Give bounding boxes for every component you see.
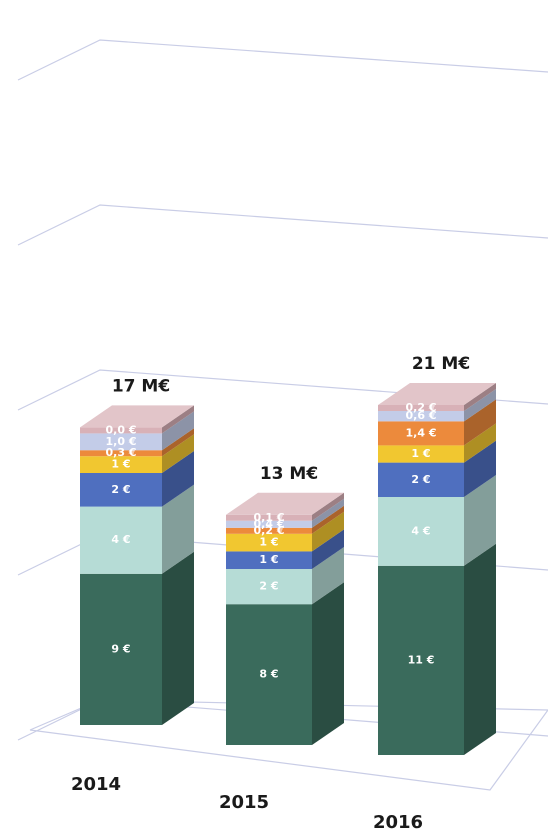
bar-2016-segment-0 (378, 565, 464, 755)
bar-2015-segment-4-label: 0,2 € (254, 524, 285, 537)
bar-2014-segment-4-side (162, 428, 194, 457)
bar-2016-segment-1 (378, 497, 464, 566)
bar-2016-segment-4-side (464, 399, 496, 446)
bar-2015-segment-6-label: 0,1 € (254, 511, 285, 524)
bar-2014-segment-3 (80, 456, 162, 473)
bar-2014-segment-4 (80, 450, 162, 457)
bar-2015-segment-2 (226, 551, 312, 569)
bar-2016-segment-6-label: 0,2 € (406, 401, 437, 414)
bar-2014-segment-2-label: 2 € (111, 483, 130, 496)
bar-2016-segment-6-side (464, 383, 496, 411)
bar-2014-segment-2-side (162, 451, 194, 507)
bar-2015-segment-3 (226, 533, 312, 552)
bar-2014-total-label: 17 M€ (112, 376, 170, 396)
x-tick-2015: 2015 (219, 792, 269, 813)
bar-2014-top (80, 405, 194, 428)
bar-2015-segment-3-side (312, 511, 344, 552)
bar-2015-total-label: 13 M€ (260, 464, 318, 484)
bar-2016-segment-3-label: 1 € (411, 447, 430, 460)
bar-2014-segment-2 (80, 473, 162, 507)
bar-2015-segment-0-side (312, 582, 344, 745)
bar-2016-segment-5-side (464, 389, 496, 422)
bar-2014-segment-0-side (162, 551, 194, 725)
bar-2014-segment-1-side (162, 484, 194, 574)
bar-2015-segment-2-side (312, 529, 344, 569)
bar-2015-segment-6 (226, 514, 312, 521)
bar-2015-segment-1-side (312, 547, 344, 605)
bar-2016-top (378, 383, 496, 405)
bar-2014-segment-3-side (162, 434, 194, 473)
bar-2015-segment-3-label: 1 € (259, 536, 278, 549)
bar-2016-segment-3 (378, 445, 464, 463)
bar-2015-segment-5-label: 0,4 € (254, 517, 285, 530)
bar-2016-segment-3-side (464, 423, 496, 463)
bar-2015-segment-5-side (312, 498, 344, 528)
bar-2016-segment-1-side (464, 475, 496, 566)
bar-2015-top (226, 492, 344, 515)
bar-2014-segment-3-label: 1 € (111, 458, 130, 471)
bar-2014-segment-1 (80, 506, 162, 574)
gridline-0 (17, 39, 548, 81)
bar-2016-segment-6 (378, 405, 464, 411)
bar-2014-segment-6-label: 0,0 € (106, 423, 137, 436)
bar-2016-segment-5 (378, 411, 464, 422)
bar-2016-segment-0-side (464, 543, 496, 755)
bar-2014-segment-6-side (162, 405, 194, 434)
bar-2016-segment-2-side (464, 440, 496, 497)
bar-2016-segment-0-label: 11 € (408, 653, 435, 666)
bar-2014-segment-5-side (162, 411, 194, 451)
bar-2016-segment-4-label: 1,4 € (406, 426, 437, 439)
x-tick-2014: 2014 (71, 774, 121, 795)
bar-2015-segment-0-label: 8 € (259, 668, 278, 681)
bar-2015-segment-5 (226, 520, 312, 528)
bar-2014-segment-0 (80, 573, 162, 725)
bar-2015-segment-0 (226, 604, 312, 745)
bar-2016-total-label: 21 M€ (412, 354, 470, 374)
bar-2015-segment-4 (226, 527, 312, 534)
bar-2015-segment-1-label: 2 € (259, 580, 278, 593)
bar-2015-segment-6-side (312, 492, 344, 521)
floor-outline (29, 699, 548, 791)
bar-2016-segment-1-label: 4 € (411, 524, 430, 537)
bar-2014-segment-1-label: 4 € (111, 533, 130, 546)
bar-2014-segment-6 (80, 427, 162, 434)
gridline-1 (17, 204, 548, 246)
bar-2016-segment-2-label: 2 € (411, 473, 430, 486)
bar-2016-segment-2 (378, 462, 464, 497)
bar-2014-segment-0-label: 9 € (111, 642, 130, 655)
bar-2015-segment-1 (226, 569, 312, 605)
bar-2016-segment-4 (378, 421, 464, 446)
bar-2016-segment-5-label: 0,6 € (406, 409, 437, 422)
x-tick-2016: 2016 (373, 812, 423, 833)
bar-2014-segment-5-label: 1,0 € (106, 435, 137, 448)
bar-2014-segment-4-label: 0,3 € (106, 446, 137, 459)
bars-layer (80, 383, 496, 755)
bar-2015-segment-2-label: 1 € (259, 553, 278, 566)
bar-2015-segment-4-side (312, 505, 344, 534)
bar-2014-segment-5 (80, 433, 162, 451)
